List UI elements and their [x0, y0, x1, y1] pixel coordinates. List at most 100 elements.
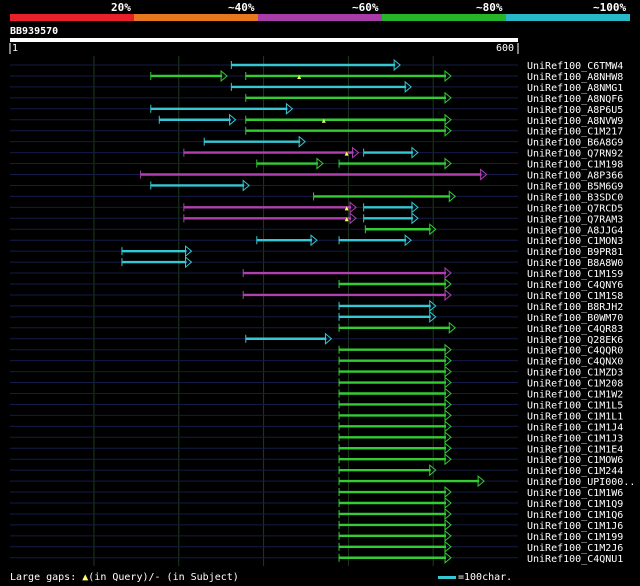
hit-label: UniRef100_C4QNY6 — [527, 280, 623, 291]
segment-end-arrow — [480, 168, 488, 181]
hit-label: UniRef100_C1M198 — [527, 160, 623, 171]
gap-marker — [344, 206, 349, 211]
hit-label: UniRef100_B3SDC0 — [527, 192, 623, 203]
segment-end-arrow — [444, 124, 452, 137]
segment-end-arrow — [429, 310, 437, 323]
scale-legend: =100char. — [438, 572, 512, 583]
gap-query-icon: ▲ — [82, 572, 89, 583]
segment-end-arrow — [448, 321, 457, 334]
segment-end-arrow — [444, 529, 452, 542]
hit-label: UniRef100_C1M1J4 — [527, 422, 623, 433]
gap-marker — [344, 217, 349, 222]
segment-end-arrow — [444, 69, 452, 83]
segment-end-arrow — [349, 201, 357, 214]
segment-end-arrow — [444, 398, 452, 411]
hit-label: UniRef100_C1MZD3 — [527, 368, 623, 379]
hit-label: UniRef100_C1M199 — [527, 532, 623, 543]
segment-end-arrow — [444, 343, 452, 356]
segment-end-arrow — [184, 245, 193, 258]
gap-marker — [321, 118, 326, 123]
hit-label: UniRef100_C1M1J3 — [527, 433, 623, 444]
hit-label: UniRef100_C1M1Q6 — [527, 510, 623, 521]
hit-label: UniRef100_C4QR83 — [527, 324, 623, 335]
segment-end-arrow — [393, 58, 401, 72]
hit-label: UniRef100_C6TMW4 — [527, 61, 623, 72]
segment-end-arrow — [352, 146, 360, 159]
hit-label: UniRef100_A8NMG1 — [527, 83, 623, 94]
segment-end-arrow — [411, 212, 419, 225]
gap-legend-prefix: Large gaps: — [10, 572, 83, 583]
hit-label: UniRef100_B6A8G9 — [527, 138, 623, 149]
query-bar — [10, 38, 518, 42]
hit-label: UniRef100_B5M6G9 — [527, 181, 623, 192]
hit-label: UniRef100_UPI000.. — [527, 477, 635, 488]
hit-label: UniRef100_Q7RN92 — [527, 149, 623, 160]
segment-end-arrow — [444, 409, 452, 422]
hit-label: UniRef100_C4QNU1 — [527, 554, 623, 565]
segment-end-arrow — [429, 223, 437, 236]
segment-end-arrow — [444, 387, 452, 400]
scale-swatch — [438, 575, 456, 579]
segment-end-arrow — [444, 376, 452, 389]
segment-end-arrow — [444, 453, 452, 466]
segment-end-arrow — [444, 518, 452, 531]
hit-label: UniRef100_Q7RAM3 — [527, 214, 623, 225]
hit-label: UniRef100_A8P6U5 — [527, 105, 623, 116]
segment-end-arrow — [242, 179, 250, 192]
hit-label: UniRef100_C1M1S9 — [527, 269, 623, 280]
hit-label: UniRef100_A8NQF6 — [527, 94, 623, 105]
hit-label: UniRef100_A8NHW8 — [527, 72, 623, 83]
legend-color-2 — [258, 14, 382, 21]
segment-end-arrow — [444, 354, 452, 367]
scale-legend-text: =100char. — [458, 572, 513, 583]
gap-legend-subject: - (in Subject) — [154, 572, 239, 583]
segment-end-arrow — [285, 102, 294, 115]
segment-end-arrow — [444, 507, 452, 521]
segment-end-arrow — [444, 420, 452, 433]
segment-end-arrow — [429, 464, 437, 477]
ruler — [10, 43, 518, 54]
segment-end-arrow — [411, 146, 419, 159]
hit-label: UniRef100_C1M1L5 — [527, 400, 623, 411]
segment-end-arrow — [444, 288, 452, 302]
hit-label: UniRef100_C1M1J6 — [527, 521, 623, 532]
hit-label: UniRef100_C1MOW6 — [527, 455, 623, 466]
legend-label: ~40% — [228, 1, 255, 14]
segment-end-arrow — [316, 157, 324, 170]
hit-label: UniRef100_C4QQR0 — [527, 346, 623, 357]
hit-label: UniRef100_Q28EK6 — [527, 335, 623, 346]
gap-marker — [344, 151, 349, 156]
segment-end-arrow — [184, 256, 193, 269]
legend-label: 20% — [111, 1, 131, 14]
segment-end-arrow — [448, 190, 457, 203]
query-id: BB939570 — [10, 26, 59, 37]
segment-end-arrow — [404, 80, 412, 93]
hit-label: UniRef100_C1M1S8 — [527, 291, 623, 302]
gap-marker — [297, 74, 302, 79]
gap-legend-query: (in Query)/ — [88, 572, 155, 583]
hit-label: UniRef100_B8A8W0 — [527, 258, 623, 269]
legend-color-1 — [134, 14, 258, 21]
legend-label: ~80% — [476, 1, 503, 14]
hit-label: UniRef100_B8RJH2 — [527, 302, 623, 313]
hit-label: UniRef100_C1MON3 — [527, 236, 623, 247]
segment-end-arrow — [444, 365, 452, 378]
hit-label: UniRef100_C1M1W2 — [527, 390, 623, 401]
segment-end-arrow — [444, 551, 452, 564]
segment-end-arrow — [444, 266, 452, 280]
hit-label: UniRef100_C1M1Q9 — [527, 499, 623, 510]
segment-end-arrow — [324, 332, 333, 345]
segment-end-arrow — [298, 135, 306, 148]
segment-end-arrow — [404, 234, 412, 247]
gap-legend: Large gaps: ▲(in Query)/- (in Subject) — [10, 572, 239, 583]
hit-label: UniRef100_Q7RCD5 — [527, 203, 623, 214]
segment-end-arrow — [444, 540, 452, 553]
identity-legend: 20% ~40% ~60% ~80% ~100% — [10, 0, 630, 22]
hit-label: UniRef100_A8NVW9 — [527, 116, 623, 127]
segment-end-arrow — [444, 277, 452, 291]
hit-label: UniRef100_C1M1L1 — [527, 411, 623, 422]
legend-label: ~100% — [593, 1, 627, 14]
hit-label: UniRef100_C1M1E4 — [527, 444, 623, 455]
segment-end-arrow — [229, 113, 237, 126]
hit-label: UniRef100_C4QNX0 — [527, 357, 623, 368]
